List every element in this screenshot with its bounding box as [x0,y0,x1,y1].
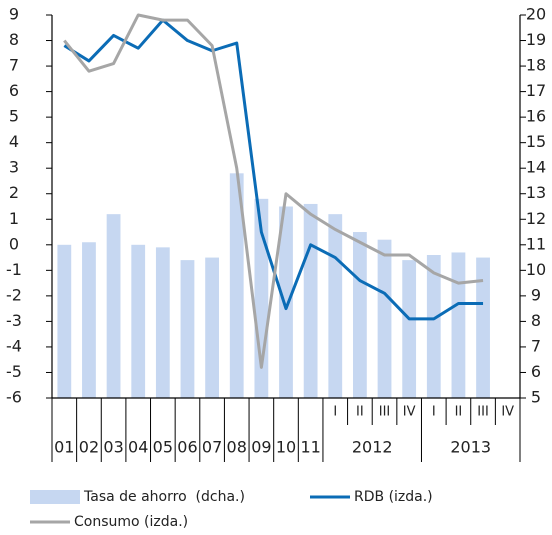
bar [402,260,417,398]
legend-label: Tasa de ahorro (dcha.) [83,489,245,505]
y-tick-label: 7 [9,56,19,75]
bar [328,214,343,398]
y-tick-label: 1 [9,209,19,228]
line [63,13,484,369]
bar [377,239,392,398]
y2-tick-label: 12 [526,209,546,228]
x-group-label: 2012 [352,438,393,457]
x-group-label: 2013 [450,438,491,457]
y2-tick-label: 5 [531,388,541,407]
x-tick-label: 10 [276,438,296,457]
bar [352,232,367,398]
bar [426,255,441,398]
y-tick-label: -5 [6,362,22,381]
legend-label: Consumo (izda.) [74,514,188,530]
y-tick-label: 3 [9,158,19,177]
x-tick-label: 03 [103,438,123,457]
x-tick-label: 08 [227,438,247,457]
y2-tick-label: 15 [526,132,546,151]
x-tick-label: 02 [79,438,99,457]
y-tick-label: -1 [6,260,22,279]
bar [57,244,72,398]
bar [131,244,146,398]
y2-tick-label: 8 [531,311,541,330]
bar [279,206,293,398]
x-quarter-label: III [379,405,391,420]
bar [205,257,220,398]
x-tick-label: 07 [202,438,222,457]
bar [229,173,244,398]
bar [82,242,96,398]
x-tick-label: 04 [128,438,148,457]
y2-tick-label: 19 [526,30,546,49]
bar [451,252,466,398]
x-tick-label: 05 [153,438,173,457]
y2-tick-label: 13 [526,183,546,202]
y2-tick-label: 11 [526,234,546,253]
y-tick-label: -4 [6,336,22,355]
x-quarter-label: I [432,405,436,420]
y-tick-label: 4 [9,132,19,151]
legend-label: RDB (izda.) [354,489,433,505]
legend-swatch [30,490,80,504]
y-tick-label: 9 [9,5,19,24]
bar [155,247,170,398]
y-tick-label: -3 [6,311,22,330]
bar [476,257,490,398]
x-quarter-label: III [477,405,489,420]
y-tick-label: 8 [9,30,19,49]
x-quarter-label: II [455,405,463,420]
y2-tick-label: 6 [531,362,541,381]
bar [180,260,195,398]
x-tick-label: 09 [251,438,271,457]
x-tick-label: 01 [54,438,74,457]
y-tick-label: 5 [9,107,19,126]
y-tick-label: 6 [9,81,19,100]
y2-tick-label: 9 [531,285,541,304]
y2-tick-label: 7 [531,336,541,355]
x-quarter-label: IV [501,405,514,420]
y2-tick-label: 17 [526,81,546,100]
y2-tick-label: 16 [526,107,546,126]
x-quarter-label: II [356,405,364,420]
y-tick-label: 2 [9,183,19,202]
x-quarter-label: I [333,405,337,420]
x-tick-label: 11 [300,438,320,457]
bar [303,203,318,398]
y-tick-label: 0 [9,234,19,253]
y2-tick-label: 18 [526,56,546,75]
x-quarter-label: IV [403,405,416,420]
y-tick-label: -2 [6,285,22,304]
y2-tick-label: 10 [526,260,546,279]
y2-tick-label: 20 [526,5,546,24]
bar [106,214,121,398]
x-tick-label: 06 [177,438,197,457]
y-tick-label: -6 [6,388,22,407]
y2-tick-label: 14 [526,158,546,177]
